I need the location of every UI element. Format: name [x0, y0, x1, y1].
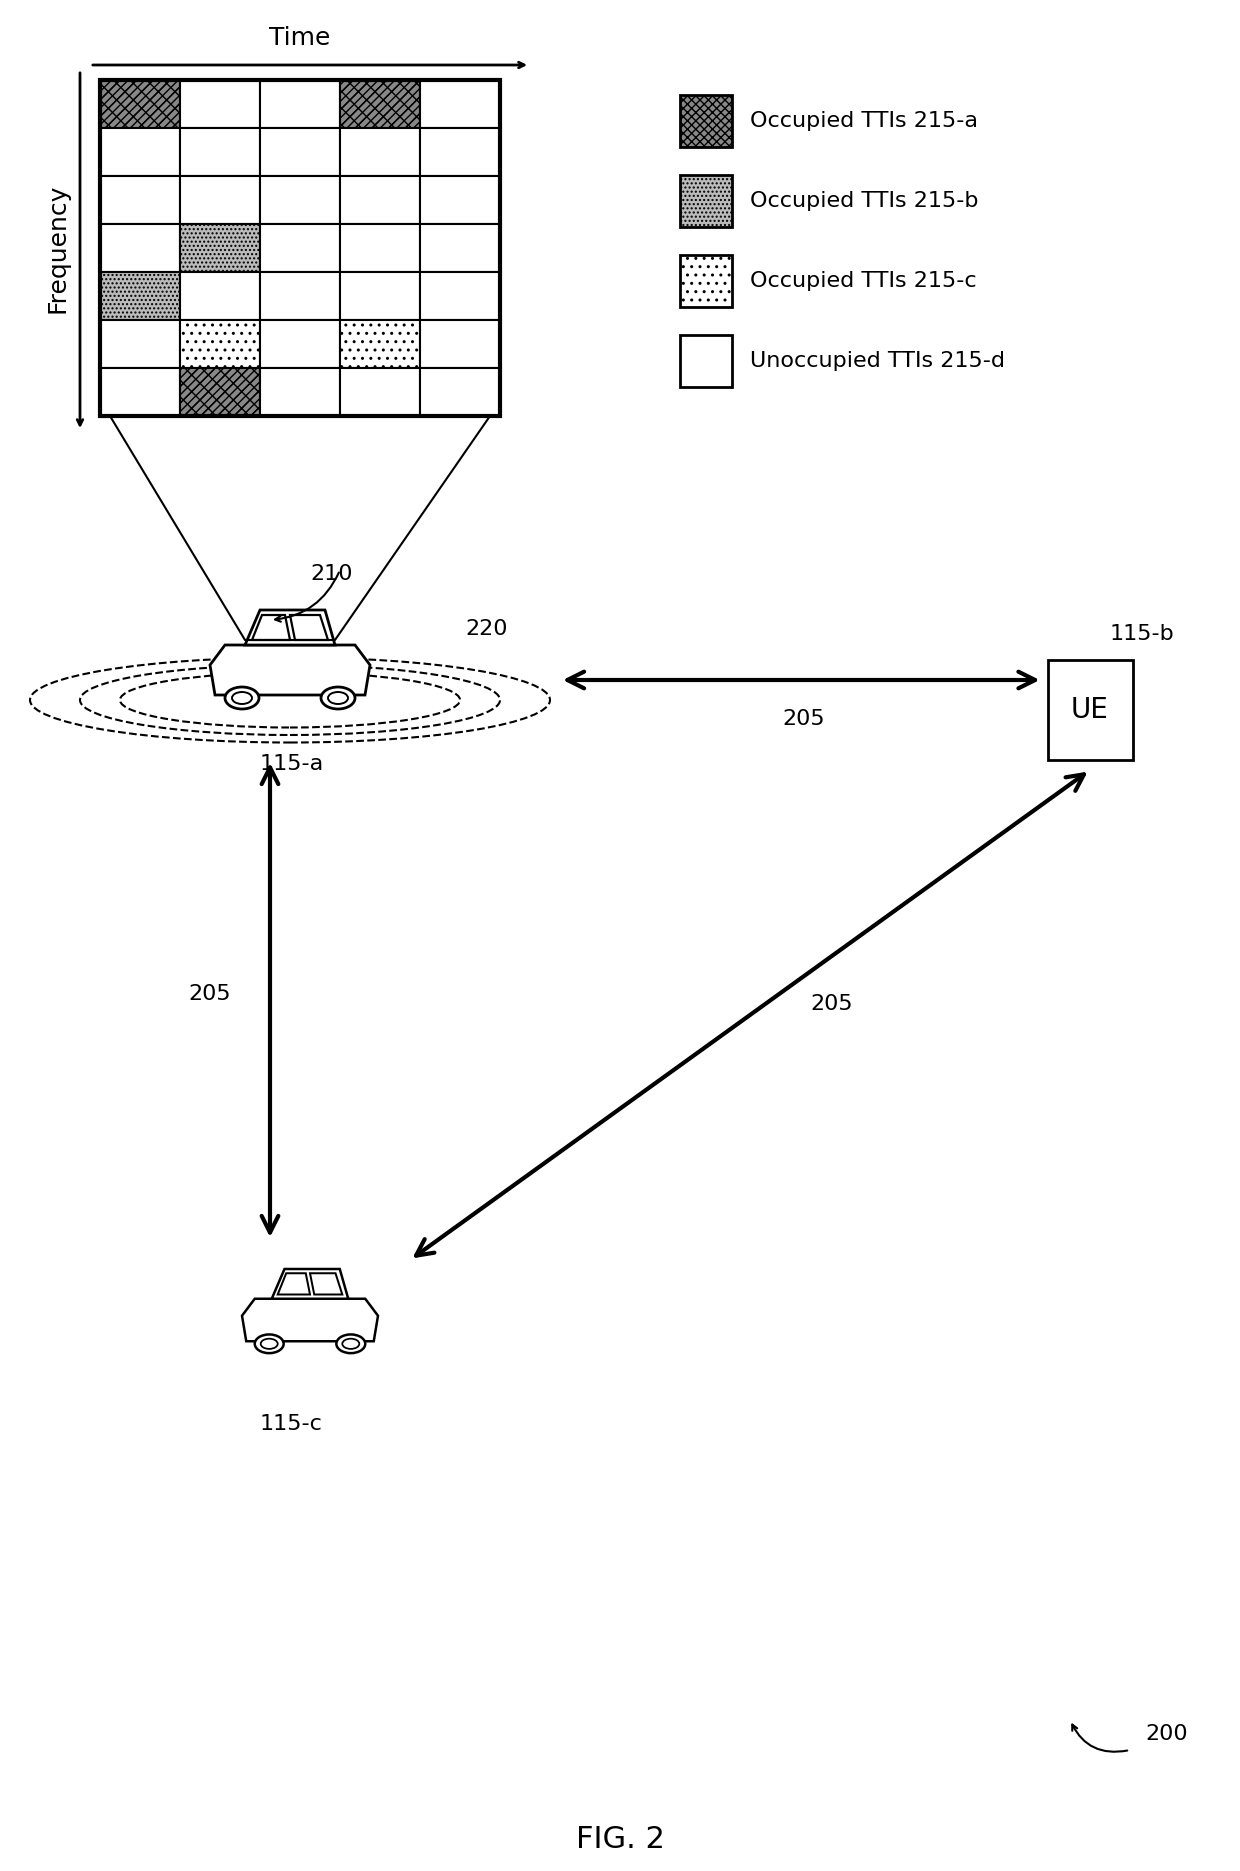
Ellipse shape — [329, 692, 348, 703]
Bar — [100, 176, 180, 225]
Bar — [340, 80, 420, 127]
Bar — [260, 127, 340, 176]
Bar — [260, 176, 340, 225]
Bar — [340, 80, 420, 127]
Text: 205: 205 — [810, 994, 853, 1014]
Bar — [1048, 660, 1132, 760]
Bar — [100, 225, 180, 271]
Bar — [180, 369, 260, 415]
Text: 220: 220 — [465, 619, 507, 640]
Bar — [100, 80, 180, 127]
Bar — [680, 95, 732, 148]
Bar — [180, 127, 260, 176]
Polygon shape — [210, 645, 370, 694]
Text: Time: Time — [269, 26, 331, 51]
Text: 205: 205 — [188, 984, 232, 1005]
Text: UE: UE — [1071, 696, 1109, 724]
Bar — [260, 225, 340, 271]
Bar — [340, 320, 420, 369]
Polygon shape — [290, 616, 329, 640]
Ellipse shape — [254, 1334, 284, 1353]
Polygon shape — [242, 1298, 378, 1342]
Ellipse shape — [336, 1334, 366, 1353]
Text: Occupied TTIs 215-b: Occupied TTIs 215-b — [750, 191, 978, 211]
Text: 115-a: 115-a — [260, 754, 324, 775]
Bar — [340, 369, 420, 415]
Bar — [100, 80, 180, 127]
Polygon shape — [310, 1274, 342, 1295]
Bar — [100, 80, 500, 415]
Bar — [420, 176, 500, 225]
Bar — [680, 254, 732, 307]
Bar — [180, 80, 260, 127]
Text: Occupied TTIs 215-c: Occupied TTIs 215-c — [750, 271, 977, 292]
Bar — [680, 176, 732, 226]
Ellipse shape — [232, 692, 252, 703]
Bar — [180, 320, 260, 369]
Bar — [260, 320, 340, 369]
Polygon shape — [252, 616, 290, 640]
Bar — [420, 127, 500, 176]
Bar — [100, 271, 180, 320]
Bar — [180, 369, 260, 415]
Polygon shape — [278, 1274, 310, 1295]
Bar — [180, 225, 260, 271]
Ellipse shape — [321, 687, 355, 709]
Text: 210: 210 — [310, 563, 352, 584]
Text: 205: 205 — [782, 709, 825, 730]
Text: 115-b: 115-b — [1110, 625, 1174, 644]
Bar — [420, 225, 500, 271]
Bar — [180, 271, 260, 320]
Bar — [340, 127, 420, 176]
Bar — [100, 320, 180, 369]
Text: FIG. 2: FIG. 2 — [575, 1826, 665, 1854]
Bar — [340, 225, 420, 271]
Ellipse shape — [260, 1338, 278, 1349]
Polygon shape — [246, 610, 335, 645]
Bar — [340, 271, 420, 320]
Bar — [420, 320, 500, 369]
Bar — [340, 176, 420, 225]
Text: Frequency: Frequency — [46, 183, 69, 312]
Ellipse shape — [224, 687, 259, 709]
Bar — [680, 335, 732, 387]
Bar — [180, 176, 260, 225]
Bar — [260, 80, 340, 127]
Polygon shape — [272, 1269, 348, 1298]
Bar — [260, 369, 340, 415]
Ellipse shape — [342, 1338, 360, 1349]
Bar — [420, 80, 500, 127]
Bar — [100, 127, 180, 176]
Bar — [420, 369, 500, 415]
Bar — [260, 271, 340, 320]
Bar — [420, 271, 500, 320]
Text: 200: 200 — [1145, 1723, 1188, 1744]
Text: Unoccupied TTIs 215-d: Unoccupied TTIs 215-d — [750, 352, 1004, 370]
Text: Occupied TTIs 215-a: Occupied TTIs 215-a — [750, 110, 978, 131]
Bar — [100, 369, 180, 415]
Text: 115-c: 115-c — [260, 1414, 322, 1433]
